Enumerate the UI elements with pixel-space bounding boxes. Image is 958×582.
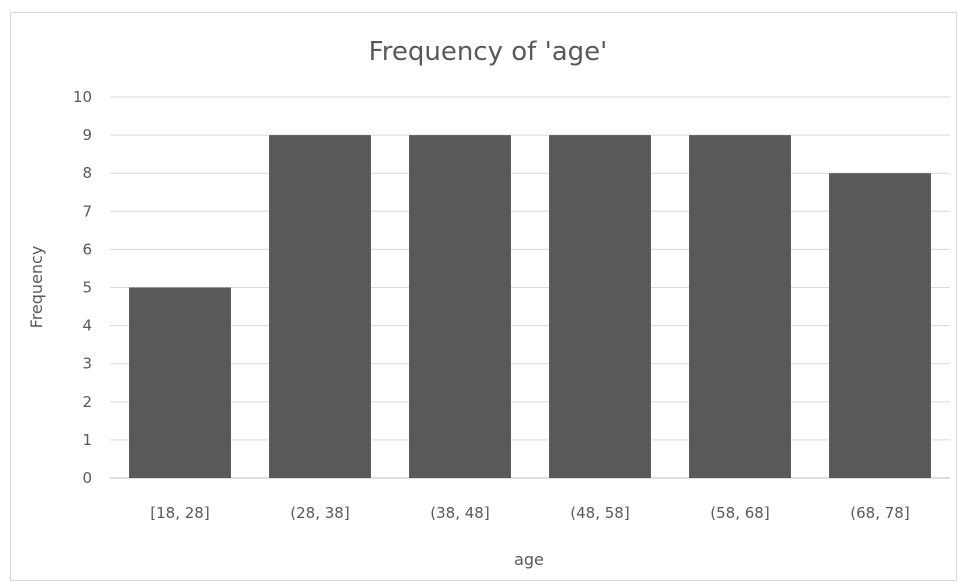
gridlines — [110, 96, 950, 479]
bar — [689, 135, 791, 478]
x-tick-label: (28, 38] — [290, 504, 349, 522]
x-tick-label: (48, 58] — [570, 504, 629, 522]
y-axis-title: Frequency — [27, 246, 46, 329]
x-tick-label: (68, 78] — [850, 504, 909, 522]
bar — [269, 135, 371, 478]
chart-title: Frequency of 'age' — [369, 37, 608, 67]
y-tick-label: 10 — [73, 88, 92, 106]
y-tick-label: 9 — [82, 126, 92, 144]
y-tick-label: 8 — [82, 164, 92, 182]
y-tick-label: 2 — [82, 393, 92, 411]
bar — [549, 135, 651, 478]
bars — [129, 135, 931, 478]
x-tick-label: [18, 28] — [150, 504, 209, 522]
y-tick-label: 0 — [82, 469, 92, 487]
y-tick-label: 1 — [82, 431, 92, 449]
y-tick-label: 7 — [82, 202, 92, 220]
x-axis-title: age — [514, 550, 544, 569]
bar — [129, 287, 231, 478]
y-tick-label: 4 — [82, 317, 92, 335]
y-tick-label: 3 — [82, 355, 92, 373]
x-tick-label: (58, 68] — [710, 504, 769, 522]
y-tick-label: 6 — [82, 240, 92, 258]
x-tick-label: (38, 48] — [430, 504, 489, 522]
x-axis-ticks: [18, 28] (28, 38] (38, 48] (48, 58] (58, 68]… — [150, 504, 909, 522]
y-axis-ticks: 0 1 2 3 4 5 6 7 8 9 10 — [73, 88, 92, 487]
y-tick-label: 5 — [82, 279, 92, 297]
bar — [829, 173, 931, 478]
bar — [409, 135, 511, 478]
